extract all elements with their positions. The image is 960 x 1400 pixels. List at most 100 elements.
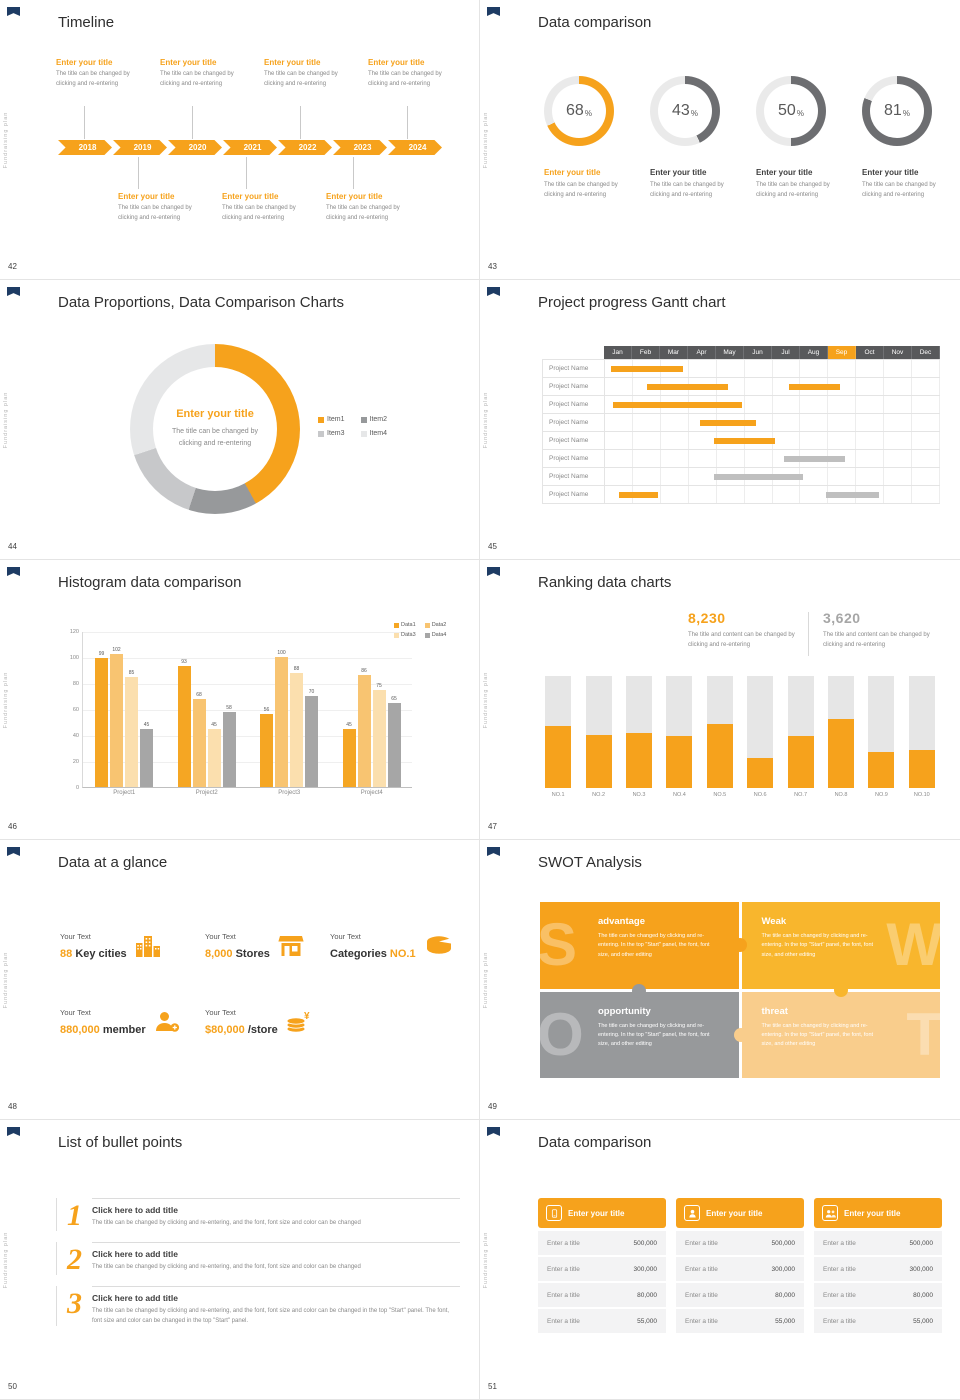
legend-label: Data4 [431,632,447,638]
gantt-cell [689,360,717,377]
page-title: Timeline [58,14,115,31]
row-label[interactable]: Enter a title [823,1317,856,1325]
row-label[interactable]: Enter a title [823,1239,856,1247]
gantt-row-label[interactable]: Project Name [543,378,605,395]
timeline-year-marker[interactable]: 2021 [223,140,277,155]
slide-44-proportions[interactable]: Fundraising plan 44 Data Proportions, Da… [0,280,480,560]
legend-item: Data4 [424,632,447,638]
slide-45-gantt[interactable]: Fundraising plan 45 Project progress Gan… [480,280,960,560]
slide-number: 49 [488,1102,497,1111]
timeline-item-title[interactable]: Enter your title [368,58,425,67]
row-label[interactable]: Enter a title [685,1291,718,1299]
row-label[interactable]: Enter a title [547,1265,580,1273]
legend-label: Data2 [431,622,447,628]
row-label[interactable]: Enter a title [547,1291,580,1299]
slide-46-histogram[interactable]: Fundraising plan 46 Histogram data compa… [0,560,480,840]
timeline-year-marker[interactable]: 2023 [333,140,387,155]
gantt-cell [773,432,801,449]
timeline-item-title[interactable]: Enter your title [222,192,279,201]
gantt-row-label[interactable]: Project Name [543,396,605,413]
slide-50-bullets[interactable]: Fundraising plan 50 List of bullet point… [0,1120,480,1400]
slide-51-tables[interactable]: Fundraising plan 51 Data comparison Ente… [480,1120,960,1400]
gantt-row-label[interactable]: Project Name [543,468,605,485]
slide-48-glance[interactable]: Fundraising plan 48 Data at a glance You… [0,840,480,1120]
ranking-bar-slot: NO.10 [908,676,935,798]
gantt-row: Project Name [543,468,941,486]
donut-center-title[interactable]: Enter your title [176,408,254,421]
slide-number: 43 [488,262,497,271]
slide-42-timeline[interactable]: Fundraising plan 42 Timeline 2018 2019 202… [0,0,480,280]
row-label[interactable]: Enter a title [685,1265,718,1273]
stat-desc: The title and content can be changed by … [823,632,930,648]
bullet-title[interactable]: Click here to add title [92,1249,178,1259]
puzzle-nub [732,938,747,953]
gantt-cell [856,468,885,485]
donut-title[interactable]: Enter your title [650,168,707,177]
timeline-item-desc: The title can be changed by clicking and… [160,71,234,87]
table-row: Enter a title 500,000 [814,1231,942,1257]
timeline-item-title[interactable]: Enter your title [326,192,383,201]
timeline-year-marker[interactable]: 2020 [168,140,222,155]
stat-label[interactable]: Your Text [205,932,236,941]
stat-value-line: 880,000 member [60,1024,146,1036]
bullet-number: 2 [56,1242,92,1275]
gantt-row-label[interactable]: Project Name [543,432,605,449]
stat-label[interactable]: Your Text [330,932,361,941]
gantt-cell [912,432,941,449]
table-header[interactable]: Enter your title [538,1198,666,1228]
puzzle-nub [733,1027,748,1042]
stat-label[interactable]: Your Text [60,932,91,941]
bar: 45 [207,722,221,787]
stat-item: Your Text $80,000 /store ¥ [205,1008,314,1038]
row-label[interactable]: Enter a title [823,1291,856,1299]
table-header[interactable]: Enter your title [676,1198,804,1228]
timeline-item-title[interactable]: Enter your title [56,58,113,67]
gantt-row-label[interactable]: Project Name [543,360,605,377]
timeline-year-marker[interactable]: 2022 [278,140,332,155]
legend-label: Data3 [401,632,416,638]
legend-swatch [394,622,399,628]
stat-unit: Key cities [75,948,127,960]
list-item[interactable]: 2 Click here to add title The title can be… [56,1242,460,1275]
timeline-item-title[interactable]: Enter your title [264,58,321,67]
timeline-connector-line [138,157,139,189]
gantt-cell [745,396,773,413]
stat-label[interactable]: Your Text [205,1008,236,1017]
row-label[interactable]: Enter a title [547,1317,580,1325]
legend-item: Item1 [318,416,345,423]
donut-title[interactable]: Enter your title [544,168,601,177]
svg-text:¥: ¥ [304,1011,310,1022]
gantt-row-label[interactable]: Project Name [543,414,605,431]
bullet-title[interactable]: Click here to add title [92,1293,178,1303]
donut-title[interactable]: Enter your title [756,168,813,177]
timeline-year-marker[interactable]: 2024 [388,140,442,155]
slide-47-ranking[interactable]: Fundraising plan 47 Ranking data charts … [480,560,960,840]
slide-43-data-comparison[interactable]: Fundraising plan 43 Data comparison 68% E… [480,0,960,280]
bullet-title[interactable]: Click here to add title [92,1205,178,1215]
timeline-year-marker[interactable]: 2019 [113,140,167,155]
bar-group: 99 102 85 45 [95,647,153,787]
stat-label[interactable]: Your Text [60,1008,91,1017]
donut-title[interactable]: Enter your title [862,168,919,177]
row-label[interactable]: Enter a title [685,1317,718,1325]
bullet-desc: The title can be changed by clicking and… [92,1308,450,1325]
list-item[interactable]: 3 Click here to add title The title can be… [56,1286,460,1327]
timeline-years: 2018 2019 2020 2021 2022 2023 2024 [58,140,442,155]
x-axis-label: NO.5 [713,792,727,798]
timeline-year-marker[interactable]: 2018 [58,140,112,155]
row-label[interactable]: Enter a title [823,1265,856,1273]
gantt-row-label[interactable]: Project Name [543,486,605,503]
gantt-row-label[interactable]: Project Name [543,450,605,467]
table-header[interactable]: Enter your title [814,1198,942,1228]
swot-block-weak[interactable]: W Weak The title can be changed by clickin… [741,902,943,997]
timeline-item-title[interactable]: Enter your title [118,192,175,201]
list-item[interactable]: 1 Click here to add title The title can be… [56,1198,460,1231]
ranking-bar-slot: NO.2 [585,676,612,798]
row-label[interactable]: Enter a title [547,1239,580,1247]
timeline-item-title[interactable]: Enter your title [160,58,217,67]
row-label[interactable]: Enter a title [685,1239,718,1247]
